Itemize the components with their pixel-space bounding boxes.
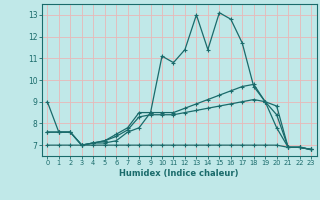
X-axis label: Humidex (Indice chaleur): Humidex (Indice chaleur) xyxy=(119,169,239,178)
